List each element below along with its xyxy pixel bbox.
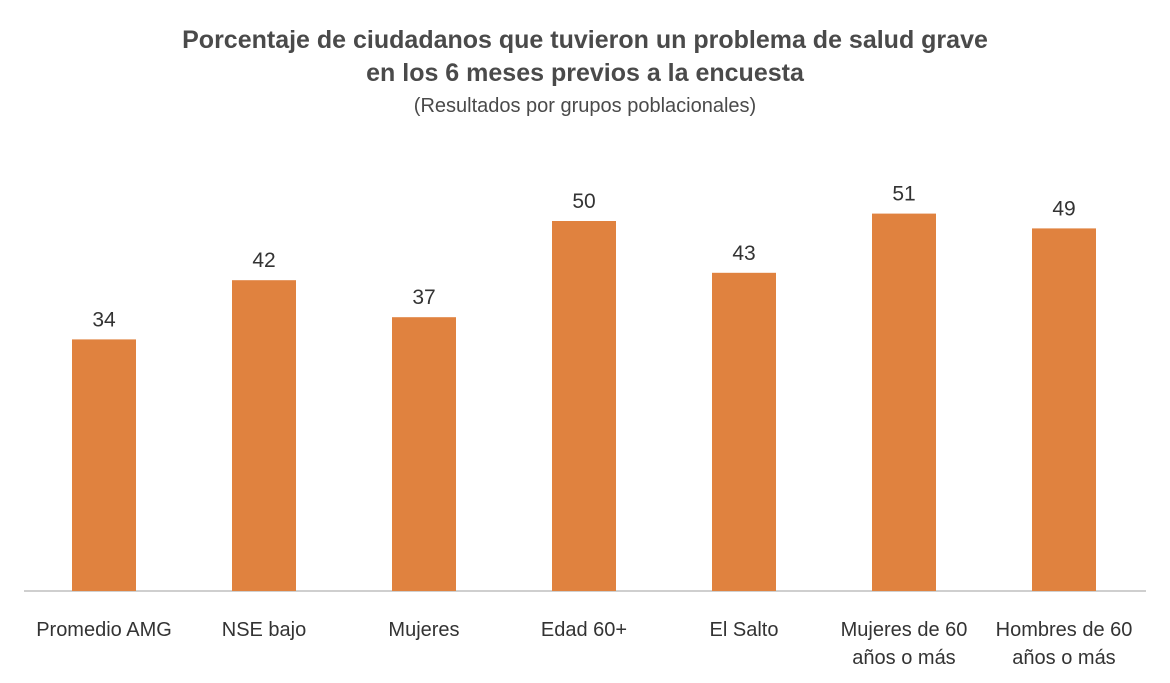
category-label-line: Mujeres: [388, 619, 459, 641]
bar-nse-bajo: [232, 280, 296, 591]
category-labels-group: Promedio AMG NSE bajo Mujeres Edad 60+ El Sa…: [36, 619, 1132, 669]
category-label-promedio-amg: Promedio AMG: [36, 619, 172, 641]
bar-mujeres-de-60-anos-o-mas: [872, 213, 936, 591]
bars-group: [72, 213, 1096, 591]
category-label-line: años o más: [852, 647, 955, 669]
chart-subtitle: (Resultados por grupos poblacionales): [413, 95, 757, 117]
category-label-edad-60: Edad 60+: [541, 619, 627, 641]
category-label-line: Mujeres de 60: [841, 619, 968, 641]
bar-mujeres: [392, 317, 456, 591]
category-label-el-salto: El Salto: [710, 619, 779, 641]
category-label-line: NSE bajo: [222, 619, 307, 641]
category-label-line: El Salto: [710, 619, 779, 641]
value-label-edad-60: 50: [572, 190, 595, 213]
category-label-line: años o más: [1012, 647, 1115, 669]
category-label-mujeres: Mujeres: [388, 619, 459, 641]
chart-title-line-2: en los 6 meses previos a la encuesta: [366, 59, 804, 87]
chart-title-line-1: Porcentaje de ciudadanos que tuvieron un…: [182, 26, 988, 54]
category-label-hombres-de-60-anos-o-mas: Hombres de 60 años o más: [996, 619, 1133, 669]
value-label-nse-bajo: 42: [252, 249, 275, 272]
bar-promedio-amg: [72, 339, 136, 591]
value-label-hombres-de-60-anos-o-mas: 49: [1052, 197, 1075, 220]
value-label-el-salto: 43: [732, 242, 755, 265]
value-label-promedio-amg: 34: [92, 308, 116, 331]
category-label-line: Hombres de 60: [996, 619, 1133, 641]
bar-hombres-de-60-anos-o-mas: [1032, 228, 1096, 591]
category-label-line: Edad 60+: [541, 619, 627, 641]
category-label-line: Promedio AMG: [36, 619, 172, 641]
value-label-mujeres-de-60-anos-o-mas: 51: [892, 183, 915, 206]
bar-el-salto: [712, 272, 776, 591]
value-label-mujeres: 37: [412, 286, 435, 309]
value-labels-group: 34 42 37 50 43 51 49: [92, 183, 1075, 332]
bar-edad-60: [552, 221, 616, 591]
category-label-nse-bajo: NSE bajo: [222, 619, 307, 641]
category-label-mujeres-de-60-anos-o-mas: Mujeres de 60 años o más: [841, 619, 968, 669]
